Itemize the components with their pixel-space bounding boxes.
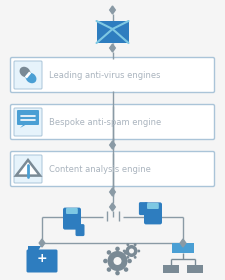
Circle shape xyxy=(134,256,137,259)
FancyBboxPatch shape xyxy=(17,110,39,125)
Circle shape xyxy=(108,251,128,271)
FancyBboxPatch shape xyxy=(11,151,214,186)
Circle shape xyxy=(127,259,132,263)
Circle shape xyxy=(107,250,111,255)
Circle shape xyxy=(124,267,128,272)
FancyBboxPatch shape xyxy=(14,108,42,136)
FancyBboxPatch shape xyxy=(139,202,148,215)
FancyBboxPatch shape xyxy=(14,61,42,89)
FancyBboxPatch shape xyxy=(63,207,81,230)
Polygon shape xyxy=(110,141,115,149)
Circle shape xyxy=(103,259,108,263)
Polygon shape xyxy=(110,203,115,211)
Polygon shape xyxy=(110,44,115,52)
Text: Bespoke anti-spam engine: Bespoke anti-spam engine xyxy=(49,118,161,127)
FancyBboxPatch shape xyxy=(14,155,42,183)
Circle shape xyxy=(107,267,111,272)
Circle shape xyxy=(113,257,122,265)
Polygon shape xyxy=(97,21,128,43)
Ellipse shape xyxy=(20,67,30,77)
Circle shape xyxy=(126,256,129,259)
Polygon shape xyxy=(110,6,115,14)
Circle shape xyxy=(134,243,137,246)
FancyBboxPatch shape xyxy=(187,265,203,273)
FancyBboxPatch shape xyxy=(147,203,159,209)
Circle shape xyxy=(126,245,137,257)
Circle shape xyxy=(124,250,128,255)
Ellipse shape xyxy=(26,73,36,83)
Polygon shape xyxy=(16,160,40,176)
Circle shape xyxy=(123,249,126,253)
Circle shape xyxy=(126,243,129,246)
FancyBboxPatch shape xyxy=(144,202,162,224)
FancyBboxPatch shape xyxy=(27,249,58,272)
Polygon shape xyxy=(110,188,115,196)
Circle shape xyxy=(115,271,120,275)
FancyBboxPatch shape xyxy=(163,265,179,273)
FancyBboxPatch shape xyxy=(11,104,214,139)
FancyBboxPatch shape xyxy=(11,57,214,92)
FancyBboxPatch shape xyxy=(172,243,194,253)
Polygon shape xyxy=(20,124,27,128)
Text: Leading anti-virus engines: Leading anti-virus engines xyxy=(49,71,160,80)
FancyBboxPatch shape xyxy=(76,224,85,236)
Polygon shape xyxy=(28,246,41,251)
FancyBboxPatch shape xyxy=(66,208,78,214)
Circle shape xyxy=(129,249,134,253)
Circle shape xyxy=(115,247,120,251)
Text: Content analysis engine: Content analysis engine xyxy=(49,165,151,174)
Polygon shape xyxy=(39,239,45,247)
Polygon shape xyxy=(180,239,186,247)
Text: +: + xyxy=(37,253,47,265)
Circle shape xyxy=(137,249,140,253)
